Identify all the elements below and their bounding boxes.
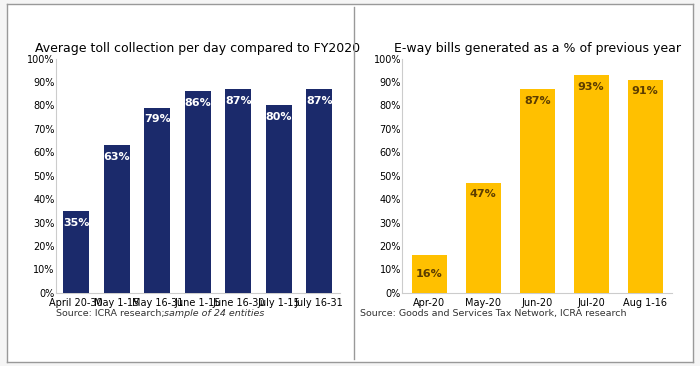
Title: Average toll collection per day compared to FY2020: Average toll collection per day compared… [35,42,360,55]
Bar [306,89,332,293]
Text: 87%: 87% [225,96,251,106]
Text: 86%: 86% [184,98,211,108]
Bar [63,211,90,293]
Text: Source: Goods and Services Tax Network, ICRA research: Source: Goods and Services Tax Network, … [360,309,627,318]
Bar [104,145,130,293]
Bar [185,92,211,293]
Text: 47%: 47% [470,190,497,199]
Text: 93%: 93% [578,82,605,92]
Bar [627,80,663,293]
Bar [519,89,555,293]
Text: 63%: 63% [104,152,130,162]
Text: 35%: 35% [63,217,90,228]
Bar [573,75,609,293]
Text: 87%: 87% [524,96,551,106]
Text: sample of 24 entities: sample of 24 entities [164,309,265,318]
Title: E-way bills generated as a % of previous year: E-way bills generated as a % of previous… [393,42,680,55]
Text: Source: ICRA research;: Source: ICRA research; [56,309,167,318]
Bar [265,105,292,293]
Bar [466,183,501,293]
Bar [144,108,170,293]
Text: 16%: 16% [416,269,443,279]
Text: 79%: 79% [144,115,171,124]
Text: 87%: 87% [306,96,332,106]
Bar [225,89,251,293]
Text: 91%: 91% [631,86,659,96]
Text: 80%: 80% [265,112,292,122]
Bar [412,255,447,293]
